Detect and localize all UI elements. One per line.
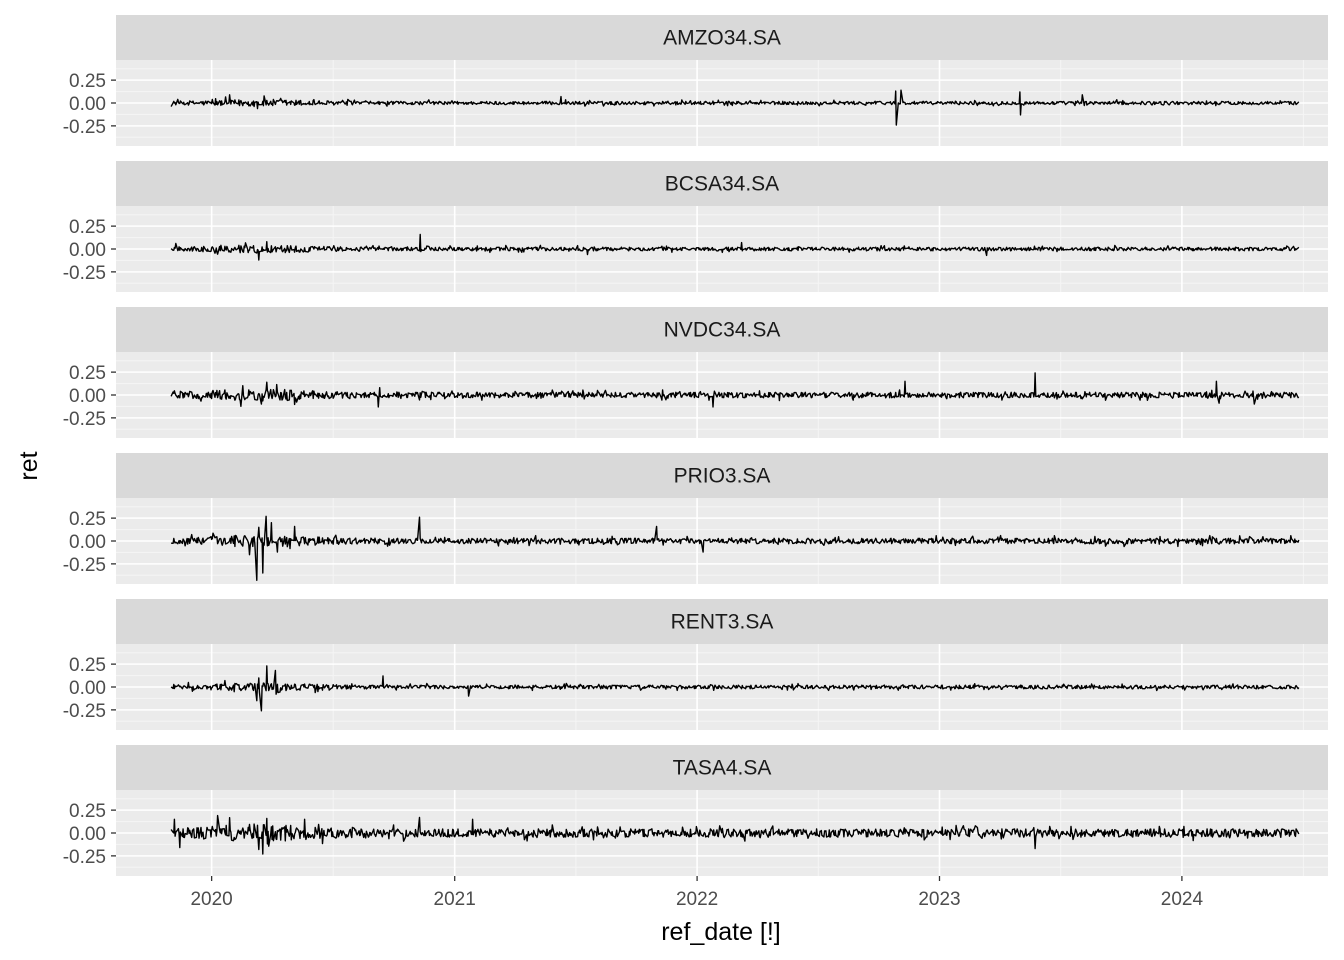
facet-strip-label: AMZO34.SA xyxy=(663,27,781,50)
y-tick-label: 0.25 xyxy=(69,655,106,676)
x-tick-label: 2020 xyxy=(190,889,232,910)
y-tick-label: 0.00 xyxy=(69,678,106,699)
y-tick-label: -0.25 xyxy=(63,555,106,576)
series-line xyxy=(170,665,1300,712)
series-line xyxy=(170,233,1300,261)
facet-tasa4-sa: TASA4.SA -0.250.000.25 xyxy=(63,745,1328,876)
y-axis-title: ret xyxy=(15,451,43,480)
facet-strip-label: RENT3.SA xyxy=(671,611,774,634)
facet-strip xyxy=(116,599,1328,644)
y-tick-label: 0.00 xyxy=(69,94,106,115)
y-tick-label: 0.00 xyxy=(69,532,106,553)
series-line xyxy=(170,89,1300,126)
x-axis-title: ref_date [!] xyxy=(661,918,781,946)
x-axis: 2020 2021 2022 2023 2024 xyxy=(190,876,1203,910)
y-tick-label: -0.25 xyxy=(63,701,106,722)
y-tick-label: -0.25 xyxy=(63,117,106,138)
y-tick-label: 0.00 xyxy=(69,824,106,845)
facet-bcsa34-sa: BCSA34.SA -0.250.000.25 xyxy=(63,161,1328,292)
y-tick-label: 0.25 xyxy=(69,71,106,92)
facet-strip xyxy=(116,453,1328,498)
y-tick-label: 0.00 xyxy=(69,386,106,407)
facet-strip-label: PRIO3.SA xyxy=(674,465,771,488)
y-tick-label: 0.25 xyxy=(69,217,106,238)
facet-strip xyxy=(116,15,1328,60)
y-tick-label: 0.25 xyxy=(69,363,106,384)
y-tick-label: -0.25 xyxy=(63,847,106,868)
y-tick-label: 0.00 xyxy=(69,240,106,261)
facet-nvdc34-sa: NVDC34.SA -0.250.000.25 xyxy=(63,307,1328,438)
y-tick-label: 0.25 xyxy=(69,509,106,530)
x-tick-label: 2022 xyxy=(676,889,718,910)
facet-rent3-sa: RENT3.SA -0.250.000.25 xyxy=(63,599,1328,730)
facet-strip xyxy=(116,307,1328,352)
y-tick-label: -0.25 xyxy=(63,409,106,430)
x-tick-label: 2023 xyxy=(918,889,960,910)
y-tick-label: -0.25 xyxy=(63,263,106,284)
facet-strip-label: BCSA34.SA xyxy=(665,173,779,196)
facet-strip xyxy=(116,161,1328,206)
facet-prio3-sa: PRIO3.SA -0.250.000.25 xyxy=(63,453,1328,584)
facet-strip-label: NVDC34.SA xyxy=(664,319,781,342)
series-line xyxy=(170,372,1300,408)
x-tick-label: 2024 xyxy=(1161,889,1204,910)
facet-amzo34-sa: AMZO34.SA -0.250.000.25 xyxy=(63,15,1328,146)
facet-strip xyxy=(116,745,1328,790)
y-tick-label: 0.25 xyxy=(69,801,106,822)
facet-panels: AMZO34.SA-0.250.000.25BCSA34.SA-0.250.00… xyxy=(63,15,1328,876)
series-line xyxy=(170,814,1300,855)
x-tick-label: 2021 xyxy=(434,889,476,910)
series-line xyxy=(171,515,1300,581)
facet-strip-label: TASA4.SA xyxy=(673,757,772,780)
